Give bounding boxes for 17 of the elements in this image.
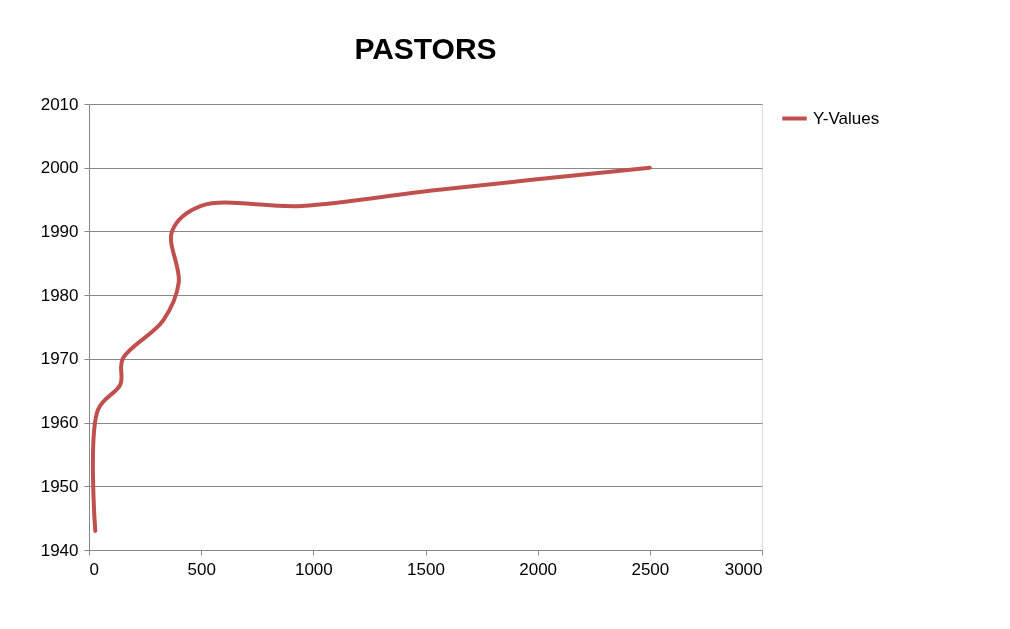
x-tick-label: 2500	[631, 559, 670, 579]
y-tick-label: 1970	[40, 349, 79, 369]
chart-title: PASTORS	[354, 32, 497, 65]
y-tick-label: 1940	[40, 540, 79, 560]
y-tick-label: 1980	[40, 285, 79, 305]
y-tick-label: 1960	[40, 413, 79, 433]
x-tick-label: 1500	[407, 559, 445, 579]
y-tick-label: 2000	[40, 158, 79, 178]
legend-label: Y-Values	[813, 108, 880, 128]
x-tick-label: 1000	[294, 559, 333, 579]
x-tick-label: 3000	[724, 559, 763, 579]
x-tick-label: 0	[89, 559, 99, 579]
x-tick-label: 2000	[519, 559, 558, 579]
y-tick-label: 2010	[40, 94, 79, 114]
y-tick-label: 1950	[40, 476, 79, 496]
x-tick-label: 500	[187, 559, 216, 579]
y-tick-label: 1990	[40, 221, 79, 241]
